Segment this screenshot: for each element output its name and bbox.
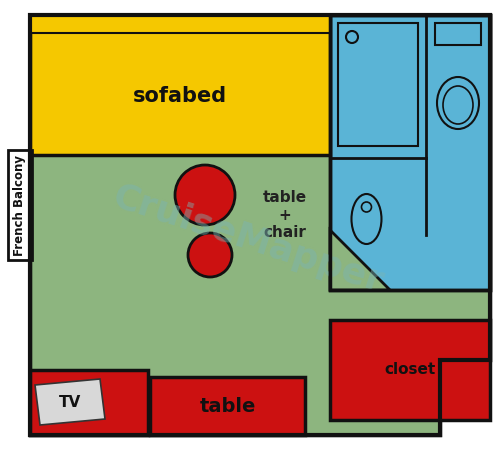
Bar — [330, 320, 490, 420]
Text: CruiseMapper: CruiseMapper — [108, 180, 388, 300]
Text: table
+
chair: table + chair — [263, 190, 307, 240]
Bar — [30, 15, 330, 33]
Circle shape — [175, 165, 235, 225]
Circle shape — [362, 202, 372, 212]
Text: French Balcony: French Balcony — [14, 154, 26, 256]
Bar — [330, 15, 490, 290]
Circle shape — [346, 31, 358, 43]
Bar — [8, 150, 32, 260]
Polygon shape — [35, 379, 105, 425]
Polygon shape — [330, 230, 390, 290]
Polygon shape — [30, 15, 490, 435]
Bar — [30, 15, 330, 155]
Bar — [30, 370, 148, 435]
Text: sofabed: sofabed — [133, 86, 227, 106]
Ellipse shape — [443, 86, 473, 124]
Text: TV: TV — [59, 395, 81, 410]
Text: table: table — [200, 396, 256, 415]
Circle shape — [188, 233, 232, 277]
Bar — [150, 377, 305, 435]
Text: closet: closet — [384, 363, 436, 378]
Bar — [330, 15, 490, 290]
Bar — [435, 23, 481, 45]
Ellipse shape — [352, 194, 382, 244]
Bar — [338, 23, 418, 146]
Ellipse shape — [437, 77, 479, 129]
